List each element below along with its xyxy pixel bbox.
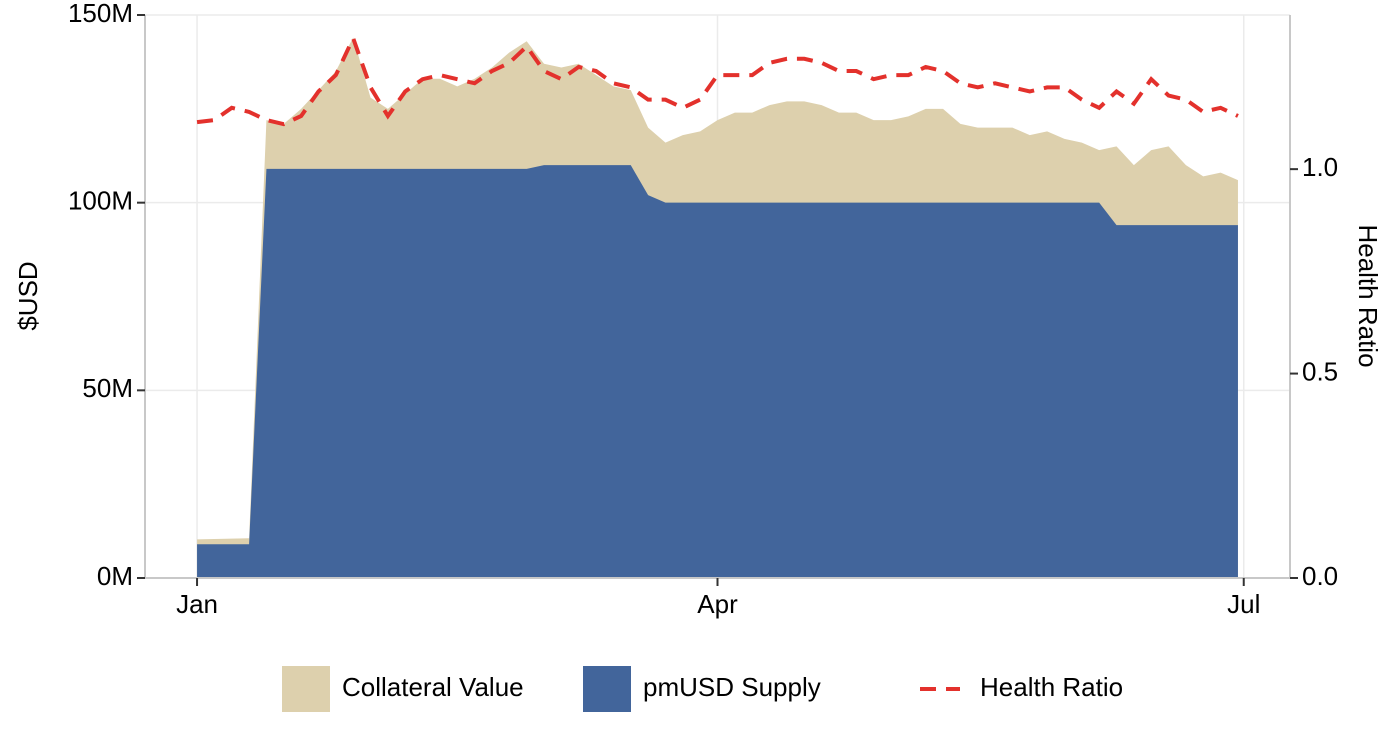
y2-tick-label: 0.5 bbox=[1302, 356, 1338, 386]
legend-label: Health Ratio bbox=[980, 672, 1123, 702]
x-tick-label: Jan bbox=[176, 589, 218, 619]
y-tick-label: 0M bbox=[97, 561, 133, 591]
x-tick-label: Apr bbox=[697, 589, 738, 619]
y-tick-label: 100M bbox=[68, 186, 133, 216]
area bbox=[197, 165, 1238, 578]
y2-axis-title: Health Ratio bbox=[1353, 224, 1383, 367]
y-tick-label: 150M bbox=[68, 0, 133, 28]
y2-tick-label: 0.0 bbox=[1302, 561, 1338, 591]
y-tick-label: 50M bbox=[82, 373, 133, 403]
legend-label: Collateral Value bbox=[342, 672, 524, 702]
y-axis-title: $USD bbox=[13, 261, 43, 330]
y2-tick-label: 1.0 bbox=[1302, 152, 1338, 182]
x-tick-label: Jul bbox=[1227, 589, 1260, 619]
legend-swatch bbox=[583, 666, 631, 712]
legend-swatch bbox=[282, 666, 330, 712]
legend-label: pmUSD Supply bbox=[643, 672, 821, 702]
